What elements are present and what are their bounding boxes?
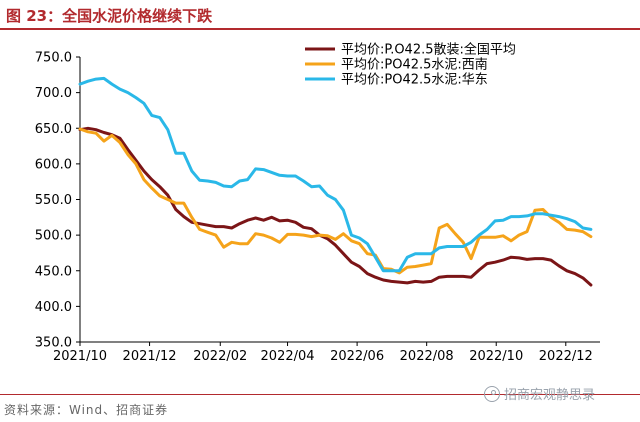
y-tick-label: 650.0 <box>35 122 72 137</box>
series-line-1 <box>78 126 593 287</box>
legend-label-3: 平均价:PO42.5水泥:华东 <box>341 73 488 88</box>
y-tick-label: 600.0 <box>35 157 72 172</box>
x-tick-label: 2021/12 <box>123 349 177 364</box>
watermark: 招商宏观静思录 <box>484 384 595 403</box>
y-tick-label: 750.0 <box>35 51 72 66</box>
figure-title: 图 23：全国水泥价格继续下跌 <box>6 7 213 25</box>
wechat-logo-icon <box>484 385 500 402</box>
watermark-text: 招商宏观静思录 <box>504 388 596 403</box>
chart-axes: 350.0 400.0 450.0 500.0 550.0 600.0 650.0 700.0… <box>35 51 600 364</box>
series-line-2 <box>78 127 593 275</box>
y-tick-label: 450.0 <box>35 264 72 279</box>
y-tick-label: 400.0 <box>35 300 72 315</box>
series-line-3 <box>78 76 593 273</box>
x-tick-label: 2022/08 <box>400 349 454 364</box>
x-tick-label: 2022/04 <box>261 349 315 364</box>
y-tick-label: 700.0 <box>35 86 72 101</box>
y-tick-label: 350.0 <box>35 336 72 351</box>
chart-legend: 平均价:P.O42.5散装:全国平均平均价:PO42.5水泥:西南平均价:PO4… <box>305 42 516 88</box>
x-tick-label: 2021/10 <box>53 349 107 364</box>
footer-divider <box>0 394 640 395</box>
x-tick-label: 2022/06 <box>330 349 384 364</box>
x-tick-label: 2022/12 <box>539 349 593 364</box>
chart-series <box>78 76 593 287</box>
x-tick-label: 2022/10 <box>469 349 523 364</box>
title-divider <box>0 28 640 30</box>
y-tick-label: 550.0 <box>35 193 72 208</box>
legend-label-1: 平均价:P.O42.5散装:全国平均 <box>341 42 516 58</box>
source-note: 资料来源：Wind、招商证券 <box>4 403 169 417</box>
y-tick-label: 500.0 <box>35 229 72 244</box>
legend-label-2: 平均价:PO42.5水泥:西南 <box>341 57 488 73</box>
x-tick-label: 2022/02 <box>193 349 247 364</box>
